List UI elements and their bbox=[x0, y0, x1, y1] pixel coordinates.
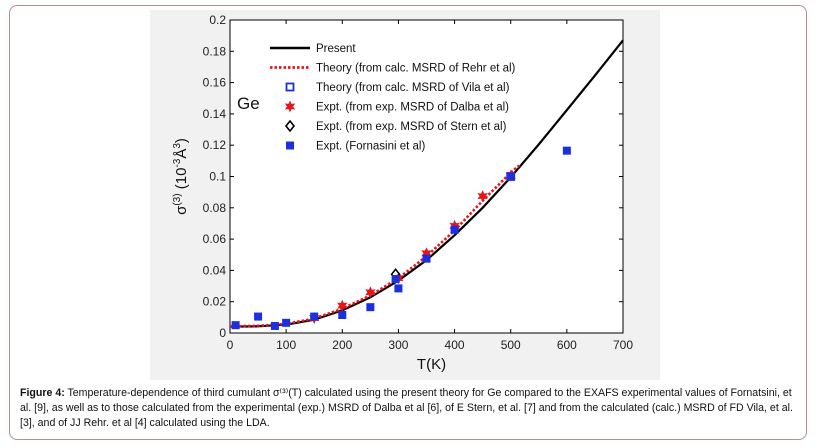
legend: Present Theory (from calc. MSRD of Rehr e… bbox=[270, 43, 516, 153]
series-5-point bbox=[562, 146, 571, 155]
x-tick-label: 500 bbox=[501, 338, 521, 352]
y-title-unit: Å bbox=[173, 149, 190, 159]
y-title-open: (10 bbox=[173, 168, 190, 194]
x-tick-label: 700 bbox=[613, 338, 633, 352]
ge-annotation: Ge bbox=[237, 94, 260, 113]
legend-swatch-4 bbox=[284, 119, 296, 133]
x-tick-label: 200 bbox=[332, 338, 352, 352]
legend-label-3: Expt. (from exp. MSRD of Dalba et al) bbox=[316, 102, 509, 114]
x-tick-label: 100 bbox=[276, 338, 296, 352]
y-tick-label: 0.12 bbox=[203, 138, 227, 152]
y-title-sigma: σ bbox=[173, 205, 190, 215]
x-tick-label: 600 bbox=[557, 338, 577, 352]
legend-swatch-2 bbox=[285, 82, 295, 92]
series-5-point bbox=[394, 284, 403, 293]
legend-swatch-5 bbox=[286, 141, 294, 150]
x-axis-title: T(K) bbox=[417, 356, 446, 373]
series-5-point bbox=[422, 254, 431, 263]
plot-area bbox=[229, 19, 624, 334]
y-tick-label: 0 bbox=[219, 326, 226, 340]
y-title-close: ) bbox=[173, 138, 190, 143]
y-tick-label: 0.1 bbox=[209, 170, 226, 184]
legend-label-1: Theory (from calc. MSRD of Rehr et al) bbox=[316, 63, 516, 75]
y-tick-label: 0.18 bbox=[203, 44, 227, 58]
x-tick-label: 300 bbox=[388, 338, 408, 352]
series-5-point bbox=[254, 312, 263, 321]
series-5-point bbox=[506, 172, 515, 181]
y-title-exp: -3 bbox=[172, 158, 183, 167]
figure-caption: Figure 4: Temperature-dependence of thir… bbox=[20, 386, 800, 431]
series-3-point bbox=[477, 190, 488, 203]
series-5-point bbox=[338, 311, 347, 320]
y-title-unit-sup: 3 bbox=[172, 143, 183, 149]
caption-text: Temperature-dependence of third cumulant… bbox=[20, 387, 793, 429]
legend-label-5: Expt. (Fornasini et al) bbox=[316, 141, 425, 153]
series-3-point bbox=[337, 299, 348, 312]
y-axis-title: σ(3) (10-3Å3) bbox=[172, 138, 190, 215]
series-layer bbox=[229, 39, 624, 330]
chart-svg: 0 100 200 300 400 500 600 700 0 0.02 0.04 0.06 0.08 0… bbox=[172, 13, 634, 373]
x-tick-label: 0 bbox=[227, 338, 234, 352]
series-1-line bbox=[229, 164, 520, 328]
y-tick-label: 0.02 bbox=[203, 295, 227, 309]
y-tick-label: 0.2 bbox=[209, 13, 226, 27]
series-5-point bbox=[391, 275, 400, 284]
y-tick-label: 0.08 bbox=[203, 201, 227, 215]
series-5-point bbox=[231, 321, 240, 330]
y-tick-label: 0.06 bbox=[203, 232, 227, 246]
y-tick-label: 0.16 bbox=[203, 76, 227, 90]
series-5-point bbox=[310, 312, 319, 321]
legend-label-2: Theory (from calc. MSRD of Vila et al) bbox=[316, 82, 510, 94]
series-5-point bbox=[366, 303, 375, 312]
y-title-sigma-sup: (3) bbox=[172, 193, 183, 205]
y-tick-label: 0.04 bbox=[203, 263, 227, 277]
legend-label-0: Present bbox=[316, 43, 356, 55]
y-tick-label: 0.14 bbox=[203, 107, 227, 121]
caption-label: Figure 4: bbox=[20, 387, 65, 399]
legend-swatch-3 bbox=[284, 100, 296, 113]
series-5-point bbox=[450, 225, 459, 234]
series-3-point bbox=[365, 286, 376, 299]
series-3-point bbox=[421, 247, 432, 260]
axes: 0 100 200 300 400 500 600 700 0 0.02 0.04 0.06 0.08 0… bbox=[203, 13, 634, 352]
series-5-point bbox=[270, 321, 279, 330]
series-5-point bbox=[282, 318, 291, 327]
legend-label-4: Expt. (from exp. MSRD of Stern et al) bbox=[316, 121, 507, 133]
x-tick-label: 400 bbox=[445, 338, 465, 352]
